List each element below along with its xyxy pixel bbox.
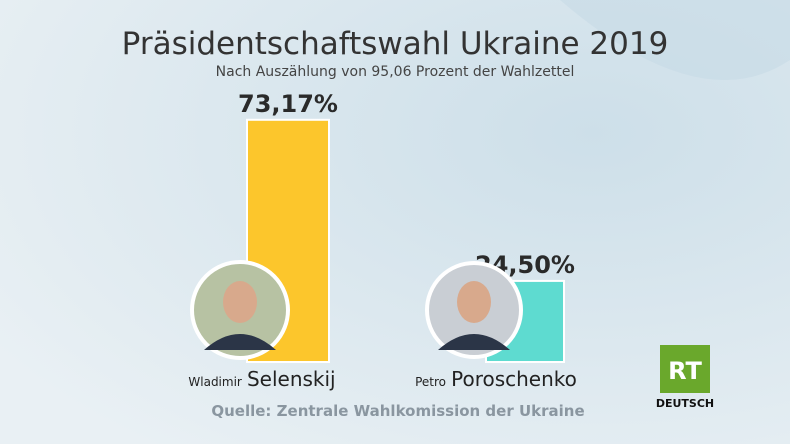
candidate-name: Petro Poroschenko (415, 367, 577, 391)
logo-mark: RT (668, 357, 702, 385)
last-name: Selenskij (247, 367, 336, 391)
portrait-head (223, 281, 257, 323)
source: Quelle: Zentrale Wahlkomission der Ukrai… (211, 402, 584, 420)
logo-label: DEUTSCH (656, 397, 714, 410)
portrait-head (457, 281, 491, 323)
logo-box (660, 345, 710, 393)
value-label: 73,17% (238, 90, 338, 118)
background-shape (560, 0, 790, 80)
first-name: Wladimir (188, 375, 242, 389)
chart-subtitle: Nach Auszählung von 95,06 Prozent der Wa… (216, 64, 575, 80)
portrait-body (204, 334, 276, 350)
chart-title: Präsidentschaftswahl Ukraine 2019 (122, 26, 669, 62)
candidate-name: Wladimir Selenskij (188, 367, 335, 391)
last-name: Poroschenko (451, 367, 577, 391)
first-name: Petro (415, 375, 446, 389)
portrait-body (438, 334, 510, 350)
